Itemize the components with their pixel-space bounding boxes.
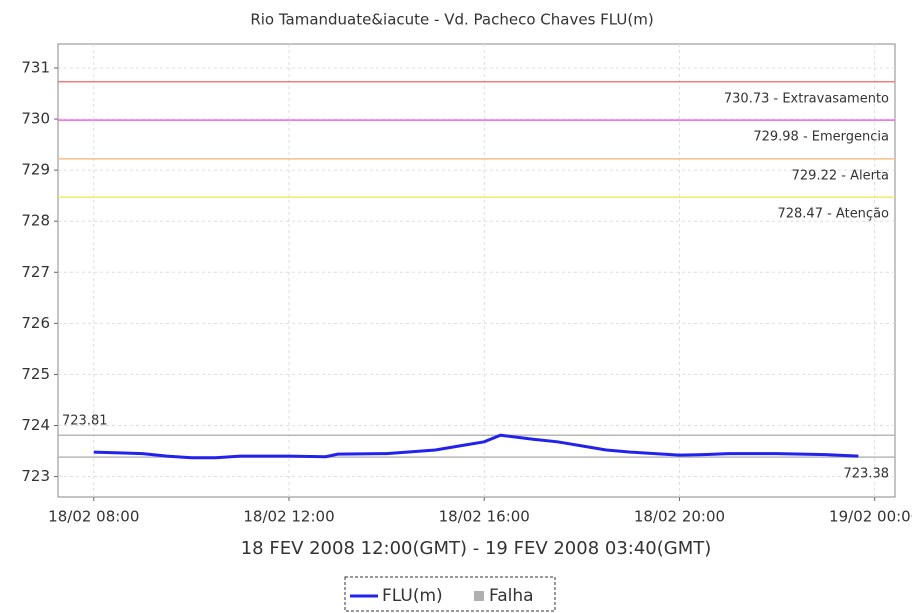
- y-tick-label: 725: [21, 365, 50, 383]
- legend-label: FLU(m): [382, 586, 443, 606]
- y-tick-label: 726: [21, 314, 50, 332]
- x-tick-label: 18/02 08:00: [48, 508, 139, 526]
- legend-box: [344, 576, 556, 612]
- threshold-label: 729.98 - Emergencia: [753, 130, 889, 145]
- extreme-label: 723.38: [844, 467, 890, 482]
- x-tick-label: 18/02 16:00: [439, 508, 530, 526]
- legend-swatch: [474, 591, 484, 601]
- data-line: [93, 433, 859, 460]
- y-tick-label: 730: [21, 110, 50, 128]
- x-tick-label: 18/02 12:00: [243, 508, 334, 526]
- y-tick-label: 728: [21, 212, 50, 230]
- threshold-label: 729.22 - Alerta: [792, 168, 889, 183]
- y-tick-label: 729: [21, 161, 50, 179]
- extreme-label: 723.81: [62, 414, 108, 429]
- chart-title: Rio Tamanduate&iacute - Vd. Pacheco Chav…: [250, 11, 653, 29]
- plot-area: [57, 43, 896, 498]
- threshold-label: 730.73 - Extravasamento: [724, 91, 889, 106]
- x-tick-label: 19/02 00:00: [829, 508, 912, 526]
- y-tick-label: 723: [21, 467, 50, 485]
- x-tick-label: 18/02 20:00: [634, 508, 725, 526]
- threshold-label: 728.47 - Atenção: [777, 207, 889, 222]
- legend-label: Falha: [489, 586, 534, 606]
- x-axis-label: 18 FEV 2008 12:00(GMT) - 19 FEV 2008 03:…: [241, 538, 712, 559]
- y-tick-label: 727: [21, 263, 50, 281]
- y-tick-label: 731: [21, 59, 50, 77]
- y-tick-label: 724: [21, 416, 50, 434]
